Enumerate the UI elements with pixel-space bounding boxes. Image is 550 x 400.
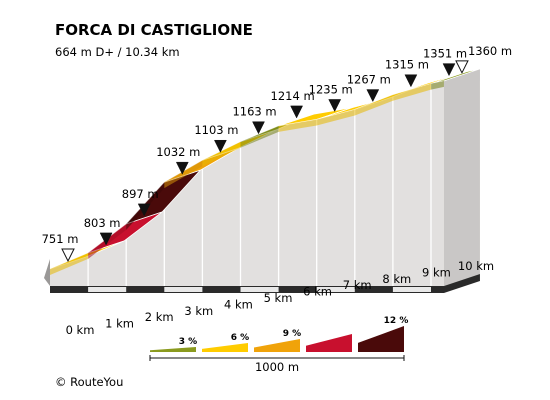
x-tick-label: 7 km (343, 278, 372, 292)
elevation-marker (404, 74, 418, 88)
elevation-label: 897 m (122, 187, 159, 201)
chart-subtitle: 664 m D+ / 10.34 km (55, 45, 180, 59)
elevation-label: 1103 m (194, 123, 238, 137)
elevation-label: 1360 m (468, 44, 512, 58)
legend-swatch (306, 334, 352, 352)
elevation-marker (175, 161, 189, 175)
legend-label: 12 % (384, 316, 409, 326)
base-slab-tick (316, 287, 355, 292)
x-tick-label: 3 km (184, 304, 213, 318)
elevation-marker (328, 99, 342, 113)
base-slab-tick (240, 287, 279, 292)
profile-segment-lip (50, 252, 89, 275)
elevation-marker (290, 105, 304, 119)
profile-group (44, 68, 481, 293)
elevation-marker (366, 89, 380, 103)
elevation-label: 751 m (42, 232, 79, 246)
x-tick-label: 10 km (458, 259, 494, 273)
elevation-label: 1267 m (347, 73, 391, 87)
x-tick-label: 2 km (145, 310, 174, 324)
profile-segment-lip (240, 125, 279, 148)
legend-label: 3 % (179, 337, 197, 347)
profile-segment-lip (316, 109, 355, 126)
routeyou-credit: © RouteYou (55, 375, 123, 389)
elevation-marker (137, 203, 151, 217)
elevation-label: 1315 m (385, 58, 429, 72)
profile-segment-lip (278, 119, 317, 132)
elevation-marker (455, 60, 469, 74)
elevation-marker (252, 121, 265, 135)
profile-end-face (443, 68, 480, 286)
x-axis: 0 km 1 km 2 km 3 km 4 km 5 km 6 km 7 km 8 km 9 km… (66, 259, 495, 337)
legend-swatch (358, 326, 404, 352)
elevation-label: 1163 m (232, 105, 276, 119)
elevation-marker (61, 248, 75, 263)
base-slab (50, 274, 480, 293)
elevation-marker (442, 63, 456, 77)
elevation-label: 1351 m (423, 47, 467, 61)
base-left-cap (44, 259, 50, 293)
profile-segment-lip (202, 141, 241, 167)
legend-swatch (202, 343, 248, 352)
base-slab-tick (164, 287, 203, 292)
x-tick-label: 6 km (303, 285, 332, 299)
legend-label: 6 % (231, 333, 249, 343)
x-tick-label: 5 km (264, 291, 293, 305)
x-tick-label: 0 km (66, 323, 95, 337)
x-tick-label: 1 km (105, 317, 134, 331)
elevation-marker (213, 139, 227, 153)
x-tick-label: 9 km (422, 265, 451, 279)
legend-label: 9 % (283, 329, 301, 339)
x-tick-label: 8 km (382, 272, 411, 286)
profile-segment-lip (431, 80, 444, 90)
legend-swatch (254, 339, 300, 352)
elevation-marker (99, 232, 113, 246)
scale-label: 1000 m (255, 360, 299, 374)
profile-segment (430, 68, 481, 84)
base-slab-tick (392, 287, 431, 292)
legend-swatch (150, 347, 196, 352)
profile-segment-lip (392, 83, 431, 101)
profile-segment-lip (354, 94, 393, 116)
profile-wall (50, 80, 444, 286)
elevation-label: 1032 m (156, 145, 200, 159)
profile-segment-lip (164, 160, 203, 189)
base-slab-tick (88, 287, 127, 292)
x-tick-label: 4 km (224, 297, 253, 311)
gradient-legend: 3 % 6 % 9 % 12 % 1000 m (149, 316, 409, 374)
elevation-label: 803 m (84, 216, 121, 230)
elevation-label: 1214 m (271, 89, 315, 103)
chart-title: FORCA DI CASTIGLIONE (55, 21, 253, 39)
elevation-label: 1235 m (309, 82, 353, 96)
